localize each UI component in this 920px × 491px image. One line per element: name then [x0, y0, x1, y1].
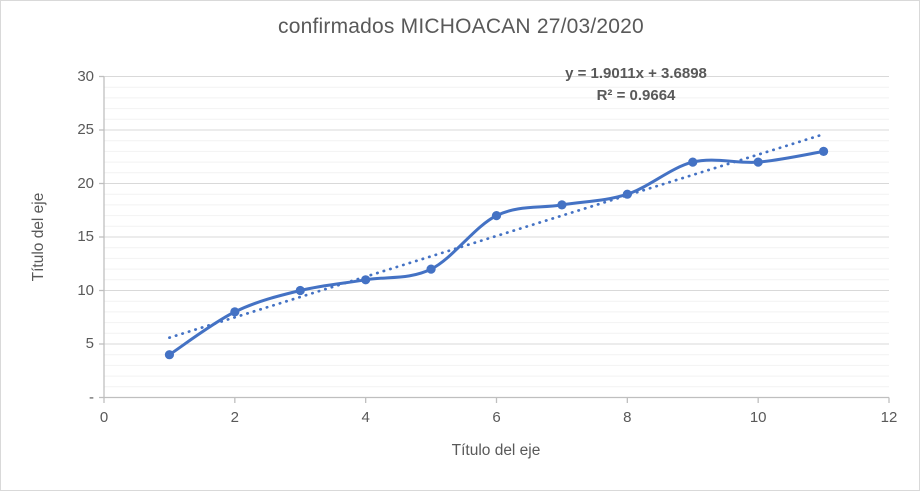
y-tick-label: 5 [85, 335, 94, 352]
x-tick-label: 4 [361, 408, 370, 426]
series-marker [295, 285, 305, 296]
chart-title: confirmados MICHOACAN 27/03/2020 [278, 15, 644, 38]
x-tick-label: 0 [99, 408, 109, 426]
series-marker [230, 307, 240, 317]
series-line [167, 149, 826, 357]
series-marker [688, 157, 698, 167]
x-tick-label: 2 [230, 408, 239, 426]
series-marker [622, 189, 632, 199]
series-marker [753, 157, 763, 167]
x-tick-label: 10 [749, 408, 767, 426]
x-tick-label: 12 [880, 408, 898, 426]
series-marker [818, 146, 829, 156]
trendline-r-squared: R² = 0.9664 [596, 87, 676, 104]
series-marker [557, 200, 567, 210]
series-marker [491, 211, 502, 221]
series-marker [426, 264, 436, 274]
y-tick-label: 25 [77, 121, 94, 138]
x-tick-label: 6 [492, 408, 501, 426]
y-tick-label: 15 [77, 228, 94, 245]
series-marker [361, 275, 371, 285]
x-axis-title: Título del eje [451, 442, 541, 459]
trendline-equation: y = 1.9011x + 3.6898 [565, 65, 707, 82]
series-marker [164, 350, 175, 360]
trendline-label: y = 1.9011x + 3.6898 R² = 0.9664 [565, 63, 707, 107]
x-tick-label: 8 [623, 408, 632, 426]
y-tick-label: - [89, 388, 94, 406]
trendline [168, 132, 825, 340]
y-tick-label: 20 [77, 174, 94, 192]
y-tick-label: 10 [77, 281, 94, 299]
y-tick-label: 30 [77, 67, 94, 85]
